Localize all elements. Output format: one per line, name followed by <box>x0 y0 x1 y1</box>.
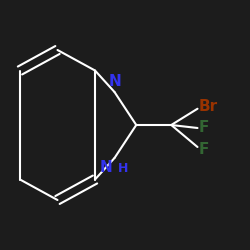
Text: N: N <box>99 160 112 176</box>
Text: F: F <box>199 120 209 136</box>
Text: Br: Br <box>199 99 218 114</box>
Text: F: F <box>199 142 209 157</box>
Text: H: H <box>118 162 128 174</box>
Text: N: N <box>108 74 121 90</box>
